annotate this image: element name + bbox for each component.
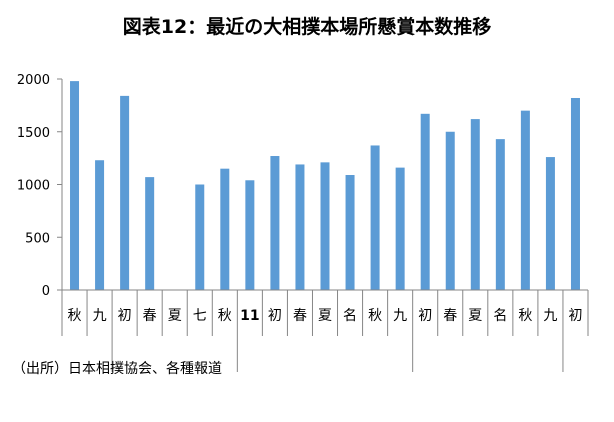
- bar: [345, 175, 355, 290]
- x-tick-label: 名: [343, 308, 357, 324]
- bar: [395, 167, 405, 290]
- x-tick-label: 初: [568, 307, 582, 324]
- x-tick-label: 夏: [318, 308, 332, 324]
- bar: [570, 97, 580, 291]
- bar: [320, 162, 330, 290]
- x-tick-label: 秋: [68, 308, 82, 324]
- bar: [270, 156, 280, 290]
- x-tick-label: 夏: [168, 308, 182, 324]
- x-tick-label: 初: [268, 307, 282, 324]
- y-tick-label: 1000: [17, 179, 50, 194]
- bar: [70, 81, 80, 290]
- x-tick-label: 九: [543, 308, 557, 324]
- x-tick-label: 九: [93, 308, 107, 324]
- bar: [520, 110, 530, 291]
- bar: [195, 184, 205, 290]
- y-tick-label: 500: [25, 231, 50, 246]
- bar: [220, 168, 230, 290]
- bar: [420, 113, 430, 290]
- bar: [470, 119, 480, 290]
- bar: [245, 180, 255, 290]
- x-tick-label: 初: [118, 307, 132, 324]
- y-tick-label: 1500: [17, 126, 50, 141]
- x-tick-label: 秋: [368, 308, 382, 324]
- x-tick-label: 春: [443, 308, 457, 324]
- bar: [445, 131, 455, 290]
- bar: [495, 139, 505, 290]
- x-tick-label: 春: [143, 308, 157, 324]
- bars: [70, 81, 580, 291]
- bar: [545, 157, 555, 290]
- x-tick-label: 初: [418, 307, 432, 324]
- x-tick-label: 九: [393, 308, 407, 324]
- x-axis: 秋九初春夏七秋 11 初春夏名秋九初春夏名秋九初: [61, 289, 589, 372]
- y-tick-label: 0: [42, 284, 50, 299]
- bar: [370, 145, 380, 290]
- bar: [295, 164, 305, 290]
- x-tick-label: 名: [493, 308, 507, 324]
- x-tick-label: 秋: [218, 308, 232, 324]
- source-note: （出所）日本相撲協会、各種報道: [12, 361, 222, 377]
- bar: [145, 177, 155, 290]
- x-tick-label: 秋: [518, 308, 532, 324]
- bar: [120, 95, 130, 290]
- bar: [95, 160, 105, 290]
- y-axis: 0 500 1000 1500 2000: [17, 73, 63, 299]
- x-tick-label: 11: [240, 308, 259, 324]
- x-tick-label: 七: [193, 308, 207, 324]
- chart-title: 図表12：最近の大相撲本場所懸賞本数推移: [122, 16, 492, 38]
- x-tick-label: 夏: [468, 308, 482, 324]
- y-tick-label: 2000: [17, 73, 50, 88]
- x-tick-label: 春: [293, 308, 307, 324]
